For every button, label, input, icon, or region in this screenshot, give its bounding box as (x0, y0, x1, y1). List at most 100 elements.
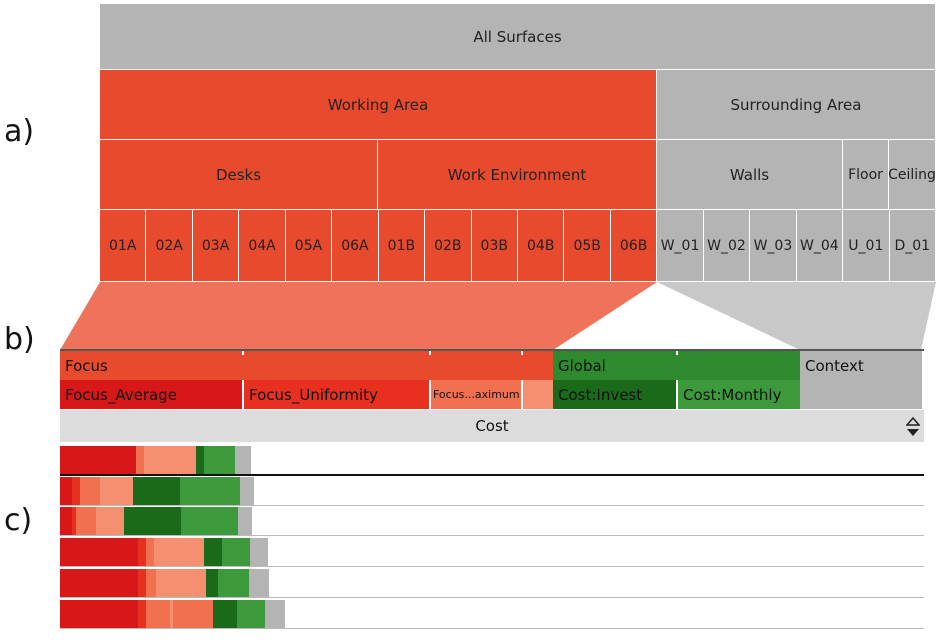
bar-segment (222, 538, 250, 566)
node-ceiling[interactable]: Ceiling (889, 140, 936, 210)
node-label: Work Environment (447, 165, 587, 184)
leaf-label: 06B (619, 237, 648, 254)
bar-row[interactable] (60, 600, 924, 629)
panel-label-a: a) (4, 114, 35, 149)
node-label: Desks (215, 165, 262, 184)
leaf-label: 05A (294, 237, 323, 254)
leaf-label: 03B (480, 237, 508, 254)
bar-segment (76, 507, 96, 535)
column-cost-invest[interactable]: Cost:Invest (553, 380, 676, 409)
bar-segment (181, 507, 238, 535)
leaf-01a[interactable]: 01A (100, 210, 147, 282)
leaf-label: W_04 (800, 237, 839, 254)
leaf-04a[interactable]: 04A (239, 210, 286, 282)
bar-segment (60, 446, 136, 474)
column-label: Focus...aximum (433, 388, 520, 401)
bar-row[interactable] (60, 446, 924, 475)
column-cost-monthly[interactable]: Cost:Monthly (678, 380, 800, 409)
leaf-label: 02A (155, 237, 183, 254)
bar-segment (170, 600, 173, 628)
leaf-label: W_03 (753, 237, 793, 254)
link-focus (60, 282, 657, 350)
node-desks[interactable]: Desks (100, 140, 378, 210)
group-label: Focus (65, 356, 108, 375)
bar-row[interactable] (60, 569, 924, 598)
group-global[interactable]: Global (553, 351, 800, 380)
leaf-03a[interactable]: 03A (192, 210, 240, 282)
bar-row[interactable] (60, 507, 924, 536)
bar-segment (265, 600, 285, 628)
bar-segment (146, 600, 170, 628)
sort-bar[interactable]: Cost (60, 410, 924, 442)
node-label: Surrounding Area (730, 95, 862, 114)
bar-segment (60, 477, 72, 505)
leaf-label: W_01 (660, 237, 700, 254)
panel-label-c: c) (4, 503, 33, 538)
column-focus-maximum[interactable]: Focus...aximum (431, 380, 521, 409)
leaf-w_03[interactable]: W_03 (750, 210, 797, 282)
column-label: Cost:Monthly (683, 385, 782, 404)
bar-segment (72, 477, 80, 505)
leaf-02b[interactable]: 02B (425, 210, 472, 282)
node-walls[interactable]: Walls (657, 140, 843, 210)
leaf-04b[interactable]: 04B (518, 210, 565, 282)
bar-row[interactable] (60, 538, 924, 567)
bar-segment (124, 507, 181, 535)
group-context[interactable]: Context (800, 351, 922, 380)
leaf-label: 01A (109, 237, 137, 254)
node-surrounding-area[interactable]: Surrounding Area (657, 70, 936, 140)
leaf-label: 01B (387, 237, 416, 254)
first-row-divider (60, 474, 924, 476)
bar-row[interactable] (60, 477, 924, 506)
node-all-surfaces[interactable]: All Surfaces (100, 4, 936, 70)
bar-segment (196, 446, 204, 474)
group-focus[interactable]: Focus (60, 351, 553, 380)
bar-segment (154, 538, 204, 566)
bar-segment (138, 569, 146, 597)
node-floor[interactable]: Floor (843, 140, 889, 210)
leaf-u_01[interactable]: U_01 (843, 210, 890, 282)
bar-segment (60, 600, 138, 628)
bar-segment (156, 569, 206, 597)
leaf-label: U_01 (848, 237, 884, 254)
node-label: All Surfaces (473, 27, 562, 46)
leaf-label: 03A (201, 237, 230, 254)
column-focus-uniformity[interactable]: Focus_Uniformity (244, 380, 429, 409)
bar-segment (136, 446, 144, 474)
link-context (657, 282, 936, 350)
node-working-area[interactable]: Working Area (100, 70, 657, 140)
bar-segment (180, 477, 240, 505)
leaf-05a[interactable]: 05A (285, 210, 333, 282)
node-work-environment[interactable]: Work Environment (378, 140, 657, 210)
column-focus-average[interactable]: Focus_Average (60, 380, 242, 409)
leaf-label: 04B (527, 237, 555, 254)
bar-segment (237, 600, 265, 628)
bar-segment (138, 600, 146, 628)
leaf-05b[interactable]: 05B (564, 210, 611, 282)
column-focus-extra[interactable] (523, 380, 553, 409)
leaf-w_04[interactable]: W_04 (796, 210, 844, 282)
leaf-d_01[interactable]: D_01 (889, 210, 936, 282)
bar-segment (235, 446, 251, 474)
bar-segment (249, 569, 269, 597)
leaf-label: W_02 (707, 237, 746, 254)
bar-segment (146, 569, 156, 597)
bar-segment (204, 446, 235, 474)
sort-toggle-icon[interactable] (906, 416, 920, 438)
leaf-01b[interactable]: 01B (378, 210, 426, 282)
leaf-06b[interactable]: 06B (610, 210, 658, 282)
bar-segment (144, 446, 196, 474)
bar-segment (80, 477, 100, 505)
leaf-02a[interactable]: 02A (146, 210, 193, 282)
bar-segment (60, 538, 138, 566)
column-context[interactable] (800, 380, 922, 409)
leaf-w_02[interactable]: W_02 (703, 210, 751, 282)
leaf-03b[interactable]: 03B (471, 210, 518, 282)
leaf-label: 04A (248, 237, 276, 254)
leaf-06a[interactable]: 06A (332, 210, 379, 282)
bar-segment (238, 507, 252, 535)
group-label: Global (558, 356, 606, 375)
node-label: Ceiling (889, 166, 936, 183)
leaf-w_01[interactable]: W_01 (657, 210, 704, 282)
